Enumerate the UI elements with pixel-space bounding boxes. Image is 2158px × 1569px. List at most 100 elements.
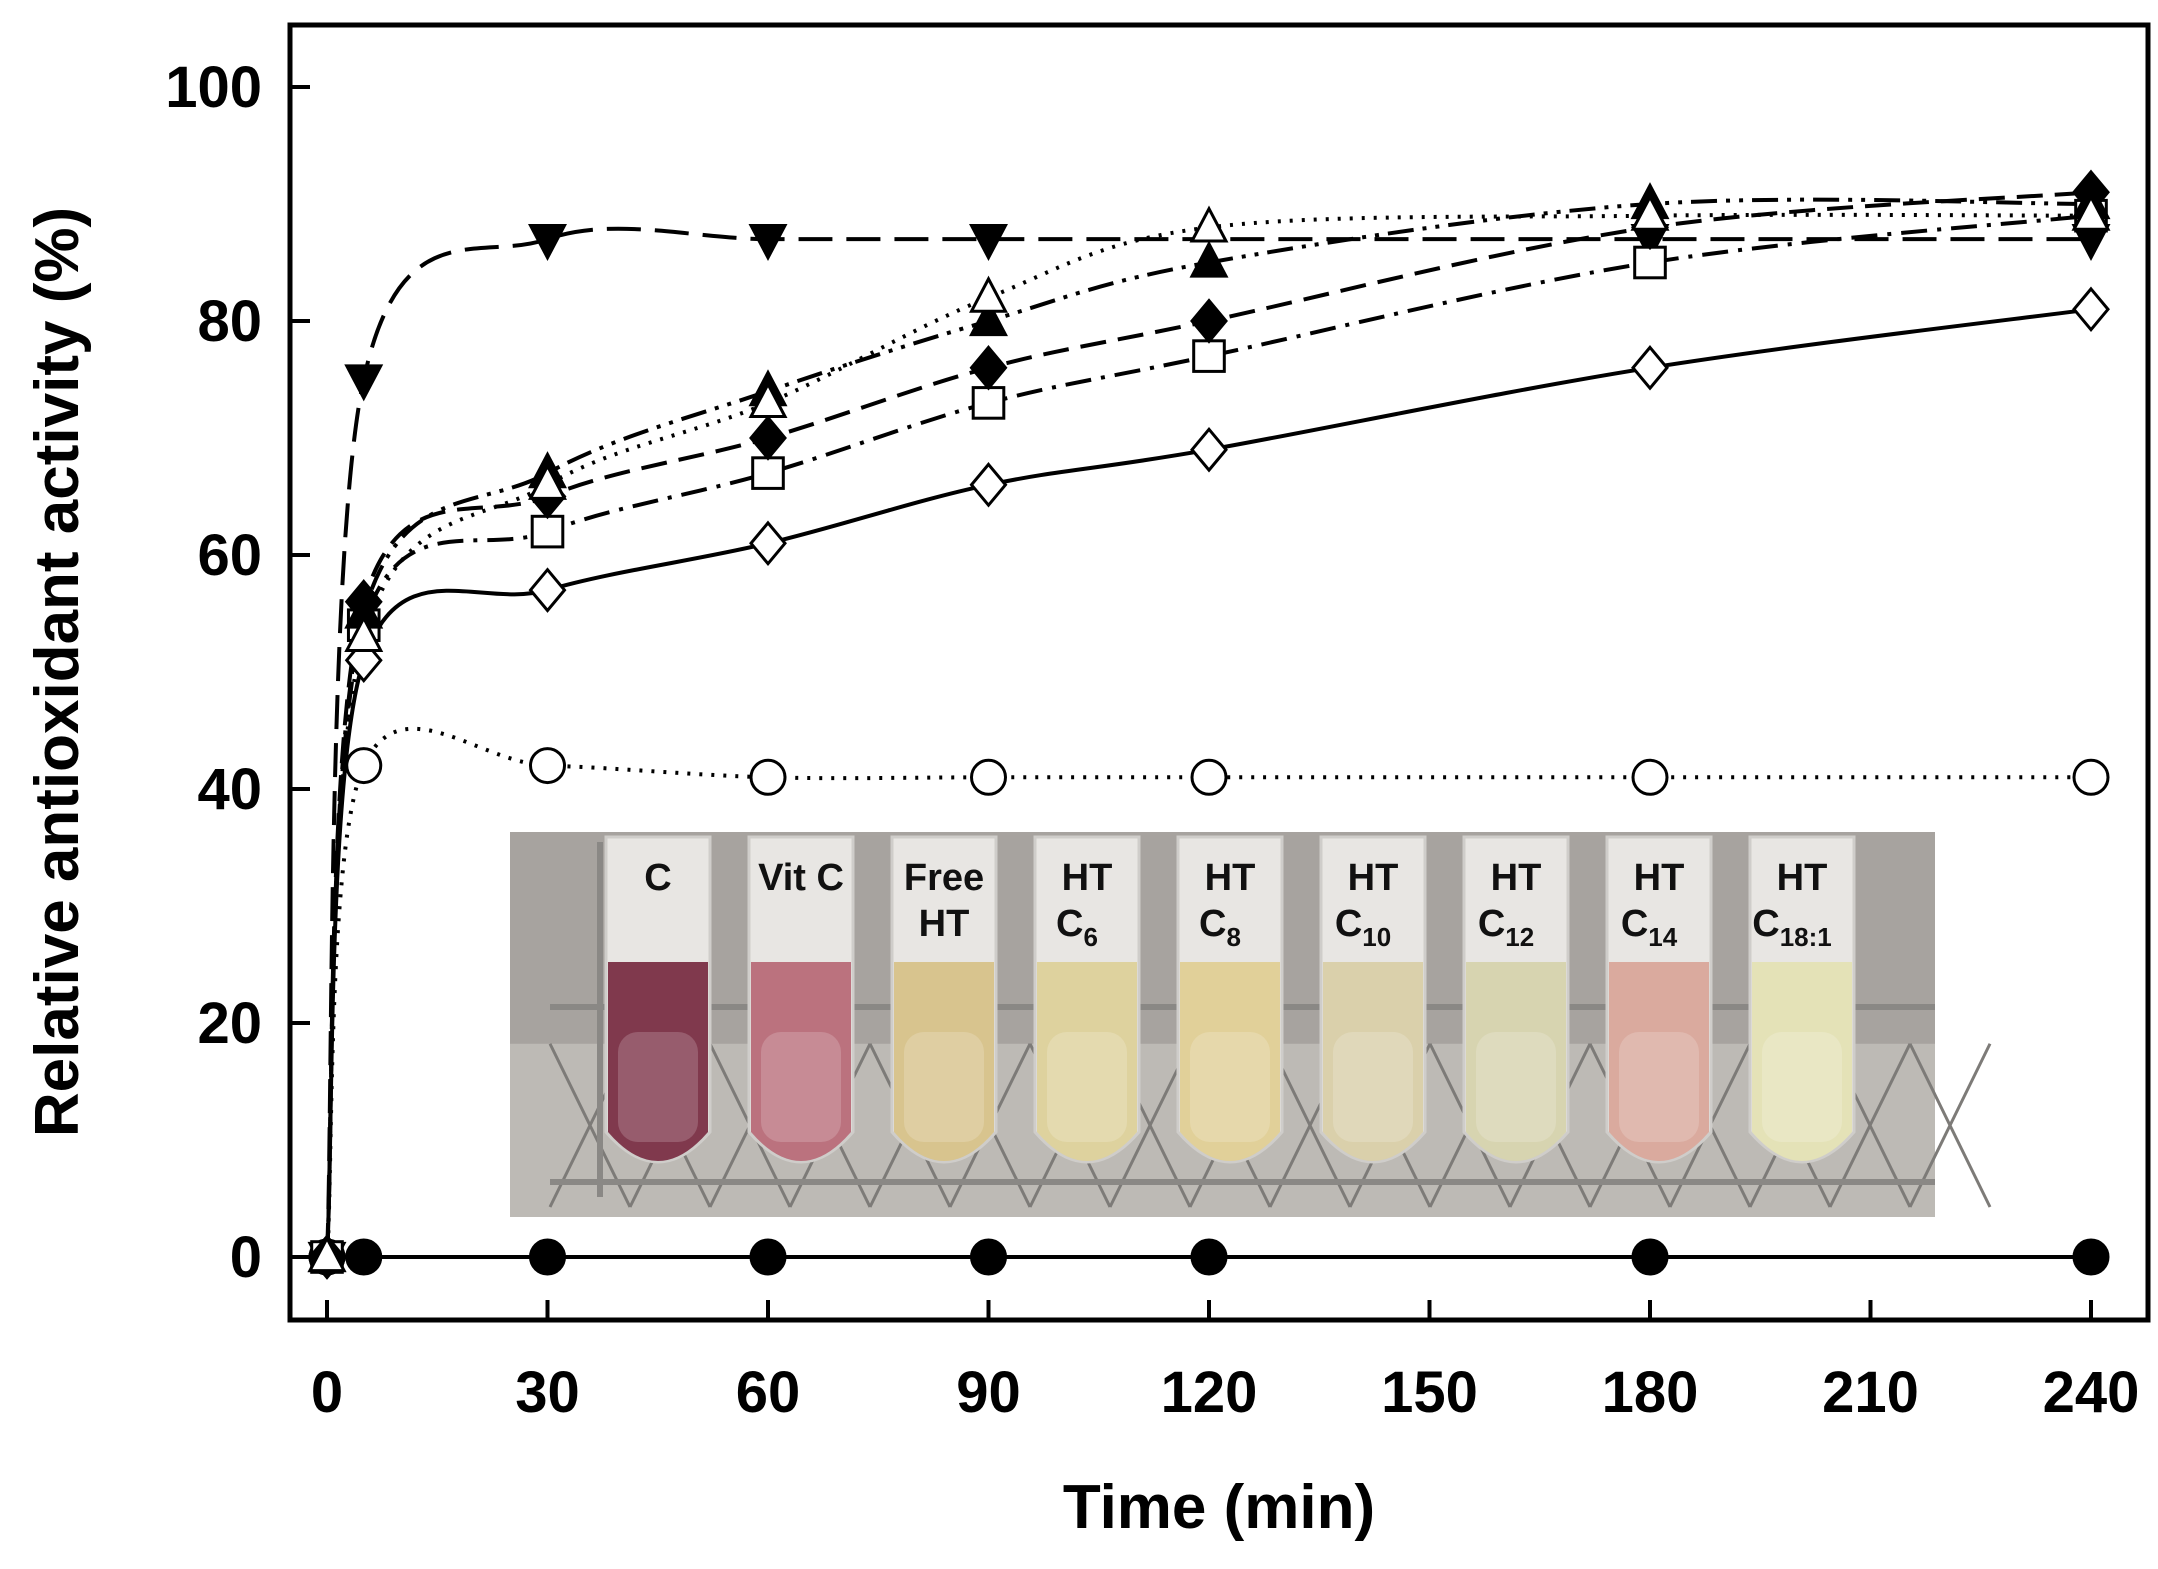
tube-beads bbox=[1619, 1032, 1699, 1142]
data-point bbox=[529, 747, 566, 785]
data-point bbox=[307, 1235, 347, 1273]
x-tick-label: 210 bbox=[1822, 1360, 1919, 1425]
data-point bbox=[1189, 240, 1229, 278]
tube-liquid bbox=[894, 962, 994, 1161]
tube-label-subscript: 8 bbox=[1226, 922, 1240, 952]
tube-label-line2: C6 bbox=[1056, 903, 1098, 952]
data-point bbox=[345, 1238, 383, 1276]
data-point bbox=[1190, 426, 1228, 473]
tube-liquid bbox=[1466, 962, 1566, 1161]
tube-beads bbox=[1333, 1032, 1413, 1142]
tube-label: HT bbox=[1634, 857, 1685, 899]
tube-liquid bbox=[1180, 962, 1280, 1161]
axes: 0 30 60 90 120 150 180 210 240 0 20 40 60 80 100 bbox=[165, 55, 2139, 1425]
tube-liquid bbox=[1323, 962, 1423, 1161]
data-point bbox=[749, 520, 787, 567]
tube-liquid bbox=[1037, 962, 1137, 1161]
data-point bbox=[1631, 345, 1669, 391]
tube-label-subscript: 12 bbox=[1505, 922, 1534, 952]
series-markers bbox=[307, 169, 2111, 1280]
data-point bbox=[530, 514, 565, 549]
data-point bbox=[2072, 758, 2110, 796]
tube-beads bbox=[1047, 1032, 1127, 1142]
tube-liquid bbox=[608, 962, 708, 1161]
data-point bbox=[528, 567, 567, 613]
y-tick-label: 60 bbox=[197, 523, 262, 588]
data-point bbox=[971, 386, 1006, 420]
y-tick-label: 20 bbox=[197, 991, 262, 1056]
tube-label: Free bbox=[904, 857, 984, 899]
tube-liquid bbox=[751, 962, 851, 1161]
x-tick-label: 90 bbox=[956, 1360, 1021, 1425]
y-tick-label: 0 bbox=[230, 1225, 262, 1290]
x-tick-label: 120 bbox=[1161, 1360, 1258, 1425]
data-point bbox=[969, 224, 1008, 262]
data-point bbox=[749, 758, 787, 796]
tube-beads bbox=[1190, 1032, 1270, 1142]
tube-label-subscript: 6 bbox=[1083, 922, 1097, 952]
data-point bbox=[748, 380, 788, 418]
y-tick-label: 80 bbox=[197, 289, 262, 354]
x-tick-label: 0 bbox=[311, 1360, 343, 1425]
data-point bbox=[1190, 758, 1228, 796]
data-point bbox=[1631, 758, 1669, 796]
tube-label: C bbox=[644, 857, 671, 899]
tube-beads bbox=[618, 1032, 698, 1142]
plot-frame bbox=[287, 22, 2151, 1323]
data-point bbox=[2072, 286, 2110, 333]
data-point bbox=[969, 462, 1008, 508]
data-point bbox=[528, 224, 567, 262]
data-point bbox=[345, 747, 383, 785]
x-tick-label: 150 bbox=[1381, 1360, 1478, 1425]
data-point bbox=[344, 614, 384, 652]
data-point bbox=[2072, 1238, 2110, 1276]
tube-label: Vit C bbox=[758, 857, 844, 899]
x-tick-label: 180 bbox=[1602, 1360, 1699, 1425]
data-point bbox=[970, 1238, 1007, 1276]
tube-label-subscript: 10 bbox=[1362, 922, 1391, 952]
data-point bbox=[749, 415, 787, 461]
tube-label-line2: HT bbox=[919, 903, 970, 945]
tube-beads bbox=[904, 1032, 984, 1142]
tube-label-subscript: 14 bbox=[1648, 922, 1677, 952]
data-point bbox=[1190, 1238, 1228, 1276]
data-point bbox=[969, 345, 1008, 391]
data-point bbox=[1189, 205, 1229, 243]
y-axis-title: Relative antioxidant activity (%) bbox=[23, 207, 92, 1137]
data-point bbox=[969, 299, 1008, 337]
data-point bbox=[1192, 339, 1226, 373]
tube-label: HT bbox=[1348, 857, 1399, 899]
tube-label: HT bbox=[1205, 857, 1256, 899]
x-axis-title: Time (min) bbox=[1063, 1473, 1375, 1542]
data-point bbox=[1190, 298, 1228, 344]
tube: Vit C bbox=[747, 835, 855, 1164]
y-tick-label: 40 bbox=[197, 757, 262, 822]
x-tick-label: 240 bbox=[2043, 1360, 2140, 1425]
rack-wire bbox=[1908, 1043, 1992, 1208]
data-point bbox=[1630, 193, 1670, 231]
data-point bbox=[751, 456, 785, 490]
data-point bbox=[528, 462, 567, 500]
data-point bbox=[1631, 1238, 1669, 1276]
data-point bbox=[749, 1238, 787, 1276]
x-tick-label: 30 bbox=[515, 1360, 580, 1425]
x-tick-label: 60 bbox=[736, 1360, 801, 1425]
inset-photo: C Vit C FreeHTHTC6HTC8HTC10HTC12HTC14HTC18… bbox=[510, 832, 1992, 1217]
data-point bbox=[1633, 245, 1667, 280]
tube: C bbox=[604, 835, 712, 1164]
tube-liquid bbox=[1609, 962, 1709, 1161]
data-point bbox=[970, 758, 1007, 796]
data-point bbox=[2071, 193, 2111, 231]
tube-liquid bbox=[1752, 962, 1852, 1161]
data-point bbox=[529, 1238, 566, 1276]
tube-beads bbox=[761, 1032, 841, 1142]
tube-label: HT bbox=[1062, 857, 1113, 899]
